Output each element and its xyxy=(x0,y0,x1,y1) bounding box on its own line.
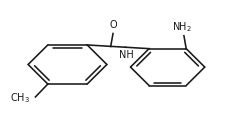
Text: O: O xyxy=(109,20,117,30)
Text: CH$_3$: CH$_3$ xyxy=(10,91,30,105)
Text: NH: NH xyxy=(119,50,134,61)
Text: NH$_2$: NH$_2$ xyxy=(172,20,192,34)
